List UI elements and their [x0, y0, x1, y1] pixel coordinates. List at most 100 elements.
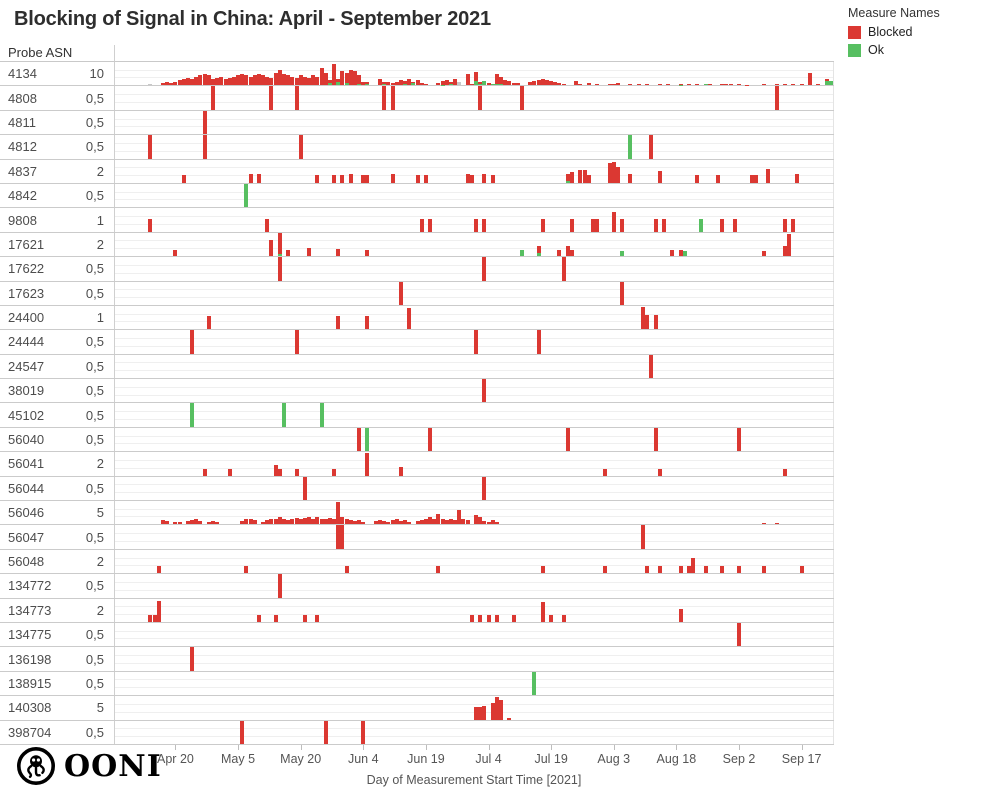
measurement-bar[interactable]: [478, 86, 483, 110]
measurement-bar[interactable]: [570, 160, 574, 183]
measurement-bar[interactable]: [315, 62, 320, 86]
measurement-bar[interactable]: [365, 427, 370, 452]
measurement-bar[interactable]: [828, 62, 833, 86]
measurement-bar[interactable]: [807, 62, 812, 86]
measurement-bar[interactable]: [185, 501, 190, 525]
measurement-bar[interactable]: [365, 306, 370, 330]
row-pane[interactable]: [115, 696, 834, 720]
measurement-bar[interactable]: [474, 208, 478, 232]
row-pane[interactable]: [115, 501, 834, 525]
measurement-bar[interactable]: [436, 550, 441, 574]
measurement-bar[interactable]: [519, 233, 524, 257]
measurement-bar[interactable]: [315, 501, 320, 525]
measurement-bar[interactable]: [307, 233, 312, 257]
measurement-bar[interactable]: [357, 501, 362, 525]
measurement-bar[interactable]: [277, 501, 282, 525]
measurement-bar[interactable]: [190, 403, 195, 427]
measurement-bar[interactable]: [732, 208, 737, 232]
measurement-bar[interactable]: [361, 62, 366, 86]
measurement-bar[interactable]: [536, 330, 541, 354]
measurement-bar[interactable]: [236, 62, 241, 86]
measurement-bar[interactable]: [160, 62, 165, 86]
row-pane[interactable]: [115, 257, 834, 281]
measurement-bar[interactable]: [611, 160, 616, 183]
measurement-bar[interactable]: [766, 160, 771, 183]
row-pane[interactable]: [115, 135, 834, 159]
measurement-bar[interactable]: [357, 427, 362, 452]
measurement-bar[interactable]: [273, 62, 278, 86]
measurement-bar[interactable]: [774, 86, 779, 110]
measurement-bar[interactable]: [286, 62, 291, 86]
measurement-bar[interactable]: [461, 501, 466, 525]
measurement-bar[interactable]: [494, 599, 499, 622]
measurement-bar[interactable]: [198, 62, 203, 86]
measurement-bar[interactable]: [256, 62, 261, 86]
measurement-bar[interactable]: [327, 501, 332, 525]
measurement-bar[interactable]: [620, 281, 625, 305]
measurement-bar[interactable]: [636, 62, 641, 86]
measurement-bar[interactable]: [649, 354, 654, 379]
measurement-bar[interactable]: [707, 62, 712, 86]
measurement-bar[interactable]: [344, 62, 349, 86]
measurement-bar[interactable]: [256, 599, 261, 622]
measurement-bar[interactable]: [557, 62, 562, 86]
measurement-bar[interactable]: [152, 599, 157, 622]
row-pane[interactable]: [115, 598, 834, 622]
measurement-bar[interactable]: [540, 208, 545, 232]
measurement-bar[interactable]: [453, 62, 458, 86]
measurement-bar[interactable]: [482, 257, 487, 281]
measurement-bar[interactable]: [227, 452, 232, 476]
measurement-bar[interactable]: [407, 306, 412, 330]
measurement-bar[interactable]: [286, 233, 291, 257]
measurement-bar[interactable]: [185, 62, 190, 86]
measurement-bar[interactable]: [398, 62, 403, 86]
measurement-bar[interactable]: [586, 160, 591, 183]
measurement-bar[interactable]: [565, 233, 570, 257]
measurement-bar[interactable]: [248, 501, 253, 525]
row-pane[interactable]: [115, 110, 834, 135]
measurement-bar[interactable]: [315, 599, 320, 622]
measurement-bar[interactable]: [465, 62, 470, 86]
measurement-bar[interactable]: [490, 62, 495, 86]
measurement-bar[interactable]: [753, 160, 758, 183]
row-pane[interactable]: [115, 281, 834, 305]
measurement-bar[interactable]: [382, 86, 387, 110]
measurement-bar[interactable]: [294, 452, 299, 476]
measurement-bar[interactable]: [511, 62, 516, 86]
row-pane[interactable]: [115, 379, 834, 403]
measurement-bar[interactable]: [211, 501, 215, 525]
measurement-bar[interactable]: [482, 208, 487, 232]
measurement-bar[interactable]: [457, 62, 462, 86]
measurement-bar[interactable]: [578, 62, 583, 86]
measurement-bar[interactable]: [377, 62, 382, 86]
measurement-bar[interactable]: [695, 160, 700, 183]
measurement-bar[interactable]: [223, 62, 228, 86]
measurement-bar[interactable]: [202, 452, 207, 476]
measurement-bar[interactable]: [190, 62, 195, 86]
measurement-bar[interactable]: [357, 62, 362, 86]
measurement-bar[interactable]: [615, 160, 620, 183]
measurement-bar[interactable]: [787, 233, 792, 257]
measurement-bar[interactable]: [645, 62, 650, 86]
measurement-bar[interactable]: [382, 501, 387, 525]
measurement-bar[interactable]: [298, 501, 303, 525]
measurement-bar[interactable]: [411, 62, 416, 86]
measurement-bar[interactable]: [206, 62, 211, 86]
measurement-bar[interactable]: [315, 160, 320, 183]
measurement-bar[interactable]: [281, 403, 286, 427]
measurement-bar[interactable]: [298, 62, 303, 86]
measurement-bar[interactable]: [791, 62, 796, 86]
measurement-bar[interactable]: [436, 62, 441, 86]
measurement-bar[interactable]: [611, 62, 616, 86]
measurement-bar[interactable]: [511, 599, 516, 622]
measurement-bar[interactable]: [536, 233, 541, 257]
measurement-bar[interactable]: [782, 208, 787, 232]
measurement-bar[interactable]: [561, 62, 566, 86]
measurement-bar[interactable]: [469, 599, 474, 622]
measurement-bar[interactable]: [294, 62, 299, 86]
measurement-bar[interactable]: [361, 720, 366, 744]
measurement-bar[interactable]: [507, 696, 512, 720]
measurement-bar[interactable]: [549, 599, 554, 622]
measurement-bar[interactable]: [390, 86, 395, 110]
measurement-bar[interactable]: [724, 62, 729, 86]
